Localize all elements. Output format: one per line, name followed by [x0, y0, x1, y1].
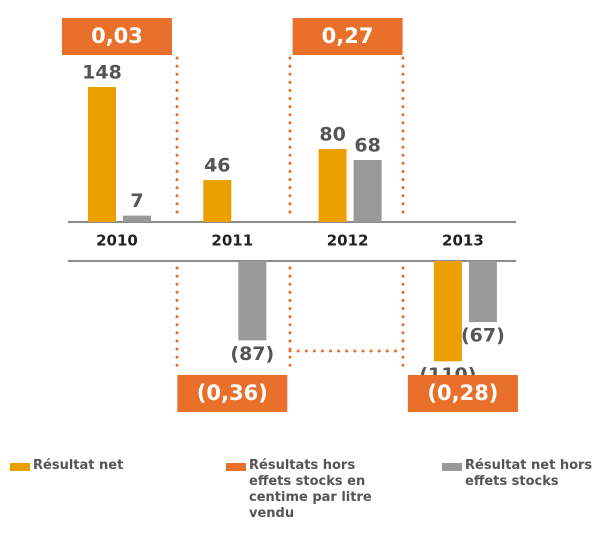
chart: 2010 148 7 0,03 2011 46 (87) (0,36) 2012 80 68 0,27… [62, 18, 518, 412]
ratio-label: (0,36) [197, 381, 268, 405]
bar [353, 159, 382, 222]
ratio-box [62, 18, 172, 55]
bar [238, 261, 267, 341]
x-tick-label: 2012 [327, 232, 369, 250]
legend-swatch [442, 463, 462, 471]
data-label: 148 [82, 62, 122, 84]
data-label: 7 [130, 190, 143, 212]
data-label: (67) [461, 325, 505, 347]
ratio-label: (0,28) [427, 381, 498, 405]
x-tick-label: 2011 [211, 232, 253, 250]
legend-label: Résultats hors effets stocks en centime … [249, 458, 372, 521]
legend-swatch [226, 463, 246, 471]
legend-swatch [10, 463, 30, 471]
ratio-box [292, 18, 403, 55]
bar [88, 87, 116, 222]
x-tick-label: 2013 [442, 232, 484, 250]
bar [468, 261, 497, 323]
legend-label: Résultat net [33, 458, 124, 473]
bar [433, 261, 462, 362]
data-label: (87) [230, 343, 274, 365]
data-label: 80 [319, 124, 345, 146]
x-tick-label: 2010 [96, 232, 138, 250]
bar [318, 149, 347, 222]
bar [203, 180, 232, 222]
dotted-frames [175, 56, 405, 374]
legend-label: Résultat net hors effets stocks [465, 458, 593, 489]
data-label: 68 [354, 134, 380, 156]
bar [123, 215, 151, 222]
ratio-box [407, 375, 518, 412]
ratio-label: 0,27 [322, 24, 374, 48]
data-label: 46 [204, 155, 230, 177]
ratio-label: 0,03 [91, 24, 143, 48]
ratio-box [177, 375, 288, 412]
